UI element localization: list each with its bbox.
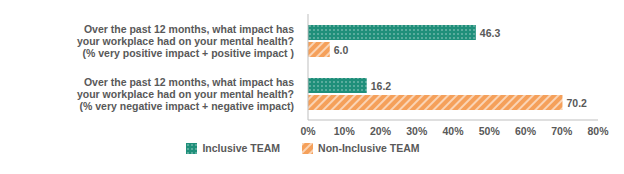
svg-text:60%: 60% <box>515 125 537 137</box>
html-text:Inclusive TEAM: Inclusive TEAM <box>202 142 280 154</box>
svg-text:Over the past 12 months, what: Over the past 12 months, what impact has… <box>77 23 294 59</box>
svg-text:6.0: 6.0 <box>334 44 349 56</box>
svg-text:50%: 50% <box>479 125 501 137</box>
svg-text:46.3: 46.3 <box>480 27 501 39</box>
svg-text:Over the past 12 months, what: Over the past 12 months, what impact has… <box>77 76 294 112</box>
svg-text:20%: 20% <box>370 125 392 137</box>
svg-text:30%: 30% <box>406 125 428 137</box>
svg-text:10%: 10% <box>334 125 356 137</box>
svg-text:16.2: 16.2 <box>371 80 392 92</box>
html-text:Non-Inclusive TEAM: Non-Inclusive TEAM <box>318 142 420 154</box>
svg-text:70%: 70% <box>551 125 573 137</box>
svg-text:0%: 0% <box>300 125 316 137</box>
svg-text:80%: 80% <box>587 125 609 137</box>
svg-text:70.2: 70.2 <box>566 97 587 109</box>
svg-text:40%: 40% <box>442 125 464 137</box>
